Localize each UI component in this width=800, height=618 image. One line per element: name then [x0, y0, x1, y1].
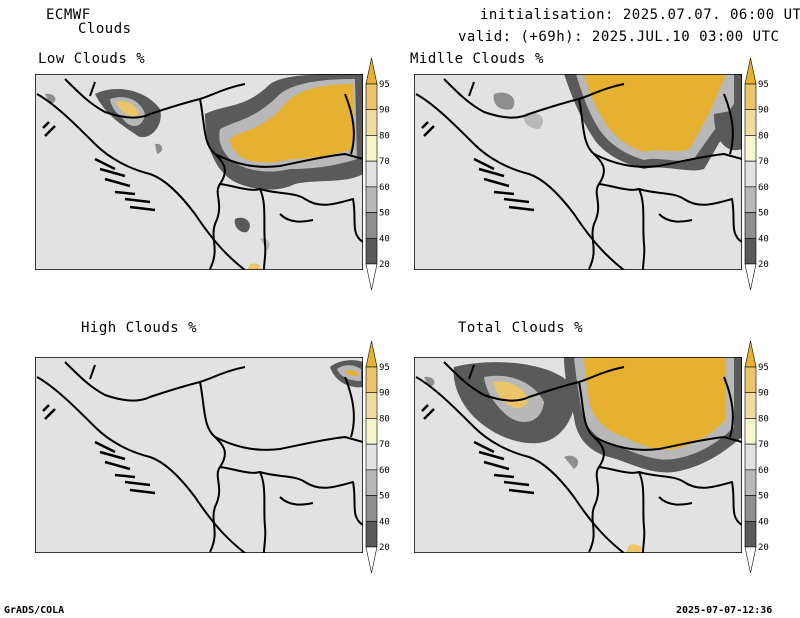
colorbar-segment [365, 83, 378, 111]
colorbar-tick-label: 80 [758, 414, 769, 424]
colorbar-tick-label: 95 [379, 80, 390, 90]
panel-title-high: High Clouds % [81, 320, 198, 336]
colorbar-tick-label: 80 [379, 414, 390, 424]
colorbar-segment [365, 135, 378, 162]
middle-clouds-map [414, 74, 742, 270]
colorbar-tick-label: 50 [758, 209, 769, 219]
colorbar-segment [365, 495, 378, 522]
colorbar-segment [744, 109, 757, 136]
colorbar-tick-label: 50 [379, 209, 390, 219]
colorbar-bottom-triangle [744, 546, 757, 574]
product-label: Clouds [78, 21, 132, 37]
colorbar-tick-label: 50 [379, 492, 390, 502]
high-clouds-map [35, 357, 363, 553]
colorbar-segment [744, 366, 757, 394]
colorbar-top-triangle [744, 340, 757, 368]
colorbar-segment [365, 109, 378, 136]
colorbar-bottom-triangle [744, 263, 757, 291]
colorbar-segment [744, 83, 757, 111]
colorbar-tick-label: 60 [758, 466, 769, 476]
colorbar-low-left: 95 90 80 70 60 50 40 20 [365, 57, 390, 291]
colorbar-tick-label: 50 [758, 492, 769, 502]
total-clouds-map [414, 357, 742, 553]
low-cloud-field [45, 74, 363, 270]
colorbar-segment [365, 186, 378, 213]
colorbar-tick-label: 90 [758, 389, 769, 399]
colorbar-tick-label: 70 [758, 440, 769, 450]
init-time: initialisation: 2025.07.07. 06:00 UTC [480, 7, 800, 23]
colorbar-tick-label: 60 [758, 183, 769, 193]
colorbar-bottom-triangle [365, 546, 378, 574]
colorbar-segment [744, 212, 757, 239]
colorbar-segment [744, 469, 757, 496]
colorbar-segment [365, 212, 378, 239]
colorbar-tick-label: 95 [379, 363, 390, 373]
colorbar-top-triangle [365, 340, 378, 368]
colorbar-segment [365, 520, 378, 548]
colorbar-tick-label: 40 [379, 517, 390, 527]
colorbar-tick-label: 20 [758, 543, 769, 553]
colorbar-tick-label: 95 [758, 80, 769, 90]
colorbar-tick-label: 40 [758, 517, 769, 527]
high-cloud-field [330, 360, 363, 388]
colorbar-tick-label: 95 [758, 363, 769, 373]
colorbar-tick-label: 80 [379, 131, 390, 141]
colorbar-segment [744, 495, 757, 522]
colorbar-segment [365, 392, 378, 419]
colorbar-segment [744, 520, 757, 548]
colorbar-tick-label: 70 [379, 157, 390, 167]
colorbar-segment [744, 186, 757, 213]
colorbar-tick-label: 40 [379, 234, 390, 244]
colorbar-tick-label: 90 [379, 106, 390, 116]
colorbar-segment [365, 418, 378, 445]
colorbar-tick-label: 20 [758, 260, 769, 270]
colorbar-top-triangle [744, 57, 757, 85]
colorbar-tick-label: 90 [379, 389, 390, 399]
colorbar-top-triangle [365, 57, 378, 85]
panel-title-middle: Midlle Clouds % [410, 51, 544, 67]
model-label: ECMWF [46, 7, 91, 23]
colorbar-tick-label: 70 [379, 440, 390, 450]
colorbar-segment [744, 160, 757, 188]
colorbar-segment [744, 443, 757, 471]
valid-time: valid: (+69h): 2025.JUL.10 03:00 UTC [458, 29, 780, 45]
colorbar-segment [744, 135, 757, 162]
colorbar-segment [744, 418, 757, 445]
colorbar-low: 95 90 80 70 60 50 40 20 [744, 57, 769, 291]
footer-timestamp: 2025-07-07-12:36 [676, 605, 773, 616]
colorbar-tick-label: 90 [758, 106, 769, 116]
colorbar-tick-label: 60 [379, 466, 390, 476]
colorbar-segment [365, 160, 378, 188]
total-cloud-field [424, 357, 742, 553]
colorbar-segment [365, 366, 378, 394]
colorbar-tick-label: 40 [758, 234, 769, 244]
panel-title-low: Low Clouds % [38, 51, 146, 67]
middle-cloud-field [493, 74, 742, 171]
colorbar-high: 95 90 80 70 60 50 40 20 [365, 340, 390, 574]
colorbar-tick-label: 20 [379, 260, 390, 270]
panel-title-total: Total Clouds % [458, 320, 584, 336]
colorbar-segment [744, 392, 757, 419]
colorbar-bottom-triangle [365, 263, 378, 291]
colorbar-segment [744, 237, 757, 265]
footer-credit: GrADS/COLA [4, 605, 65, 616]
low-clouds-map [35, 74, 363, 270]
colorbar-tick-label: 60 [379, 183, 390, 193]
colorbar-tick-label: 20 [379, 543, 390, 553]
colorbar-segment [365, 469, 378, 496]
colorbar-tick-label: 80 [758, 131, 769, 141]
colorbar-tick-label: 70 [758, 157, 769, 167]
colorbar-segment [365, 443, 378, 471]
colorbar-total: 95 90 80 70 60 50 40 20 [744, 340, 769, 574]
colorbar-segment [365, 237, 378, 265]
